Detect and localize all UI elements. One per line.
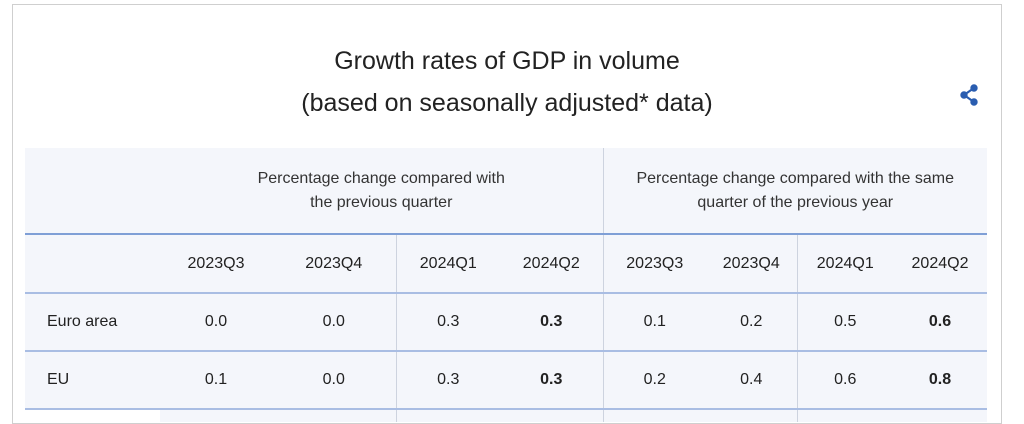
gdp-table: Percentage change compared with the prev… xyxy=(25,148,987,422)
cell: 0.0 xyxy=(160,292,272,351)
cell: 0.1 xyxy=(160,350,272,409)
cell: 0.1 xyxy=(602,292,706,351)
column-header: 2024Q1 xyxy=(395,233,500,293)
share-icon[interactable] xyxy=(958,84,980,106)
cell: 0.4 xyxy=(706,350,797,409)
corner-cell xyxy=(25,148,160,234)
column-header: 2023Q3 xyxy=(602,233,706,293)
group-header-previous-quarter: Percentage change compared with the prev… xyxy=(257,169,505,211)
column-header: 2023Q4 xyxy=(706,233,797,293)
cell: 0.3 xyxy=(500,350,603,409)
row-label: Euro area xyxy=(25,292,160,351)
corner-cell xyxy=(25,233,160,293)
column-header: 2024Q2 xyxy=(893,233,987,293)
row-label: EU xyxy=(25,350,160,409)
cell: 0.6 xyxy=(796,350,893,409)
cell: 0.8 xyxy=(893,350,987,409)
cell: 0.3 xyxy=(395,350,500,409)
table-title: Growth rates of GDP in volume (based on … xyxy=(0,40,1014,124)
column-header: 2023Q3 xyxy=(160,233,272,293)
cell: 0.3 xyxy=(395,292,500,351)
cell: 0.3 xyxy=(500,292,603,351)
title-line-1: Growth rates of GDP in volume xyxy=(334,47,680,75)
title-line-2: (based on seasonally adjusted* data) xyxy=(301,89,713,117)
column-header: 2024Q2 xyxy=(500,233,603,293)
cell: 0.0 xyxy=(272,350,396,409)
column-header: 2023Q4 xyxy=(272,233,396,293)
group-header-same-quarter-previous-year: Percentage change compared with the same… xyxy=(602,148,987,234)
cell: 0.2 xyxy=(706,292,797,351)
cell: 0.5 xyxy=(796,292,893,351)
cell: 0.0 xyxy=(272,292,396,351)
cell: 0.2 xyxy=(602,350,706,409)
column-header: 2024Q1 xyxy=(796,233,893,293)
table-row-eu: EU 0.1 0.0 0.3 0.3 0.2 0.4 0.6 0.8 xyxy=(25,350,987,409)
table-row-euro-area: Euro area 0.0 0.0 0.3 0.3 0.1 0.2 0.5 0.… xyxy=(25,292,987,351)
cell: 0.6 xyxy=(893,292,987,351)
